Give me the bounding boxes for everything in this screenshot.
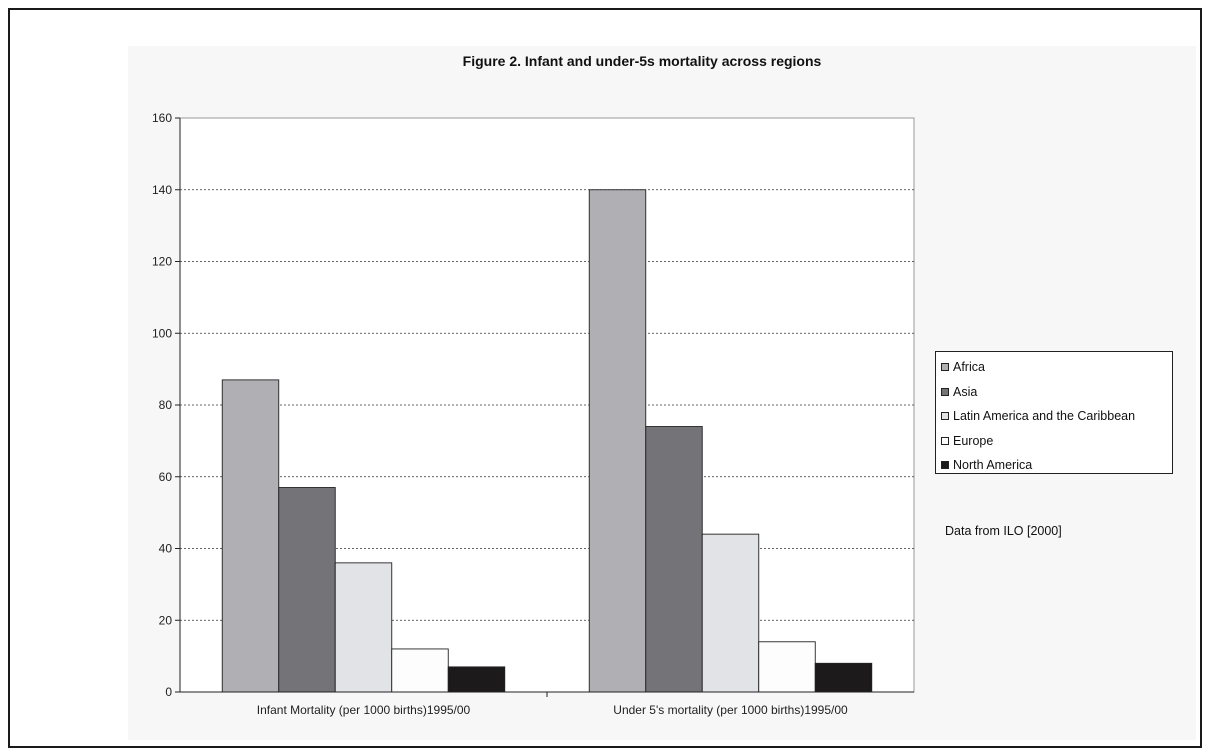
bar-asia-0 bbox=[278, 487, 336, 693]
legend-swatch bbox=[941, 461, 949, 470]
legend-swatch bbox=[941, 387, 949, 396]
bar-europe-1 bbox=[758, 641, 816, 693]
y-tick-label: 60 bbox=[159, 470, 173, 484]
legend-item: Asia bbox=[941, 380, 1172, 405]
bar-north-america-0 bbox=[447, 666, 506, 693]
chart-title: Figure 2. Infant and under-5s mortality … bbox=[463, 53, 822, 69]
bar-africa-0 bbox=[221, 379, 280, 693]
legend-swatch bbox=[941, 363, 949, 372]
x-category-label: Infant Mortality (per 1000 births)1995/0… bbox=[257, 703, 471, 717]
source-note: Data from ILO [2000] bbox=[945, 524, 1062, 538]
legend-label: Africa bbox=[953, 360, 985, 375]
y-tick-label: 80 bbox=[159, 398, 173, 412]
legend-swatch bbox=[941, 436, 949, 445]
y-tick-label: 120 bbox=[152, 255, 172, 269]
axes bbox=[175, 117, 914, 697]
y-tick-label: 40 bbox=[159, 542, 173, 556]
bar-africa-1 bbox=[588, 189, 647, 693]
legend-item: Latin America and the Caribbean bbox=[941, 404, 1172, 429]
legend-label: Asia bbox=[953, 384, 978, 399]
bar-latin-america-and-the-caribbean-0 bbox=[334, 562, 393, 693]
y-tick-label: 100 bbox=[152, 326, 172, 340]
y-tick-labels: 0 20 40 60 80 100 120 140 160 bbox=[152, 111, 172, 699]
legend-item: Africa bbox=[941, 355, 1172, 380]
y-tick-label: 140 bbox=[152, 183, 172, 197]
legend-label: Europe bbox=[953, 433, 994, 448]
bar-latin-america-and-the-caribbean-1 bbox=[701, 533, 760, 693]
x-category-labels: Infant Mortality (per 1000 births)1995/0… bbox=[257, 703, 848, 717]
legend-swatch bbox=[941, 412, 949, 421]
legend-label: North America bbox=[953, 458, 1033, 473]
legend-item: North America bbox=[941, 453, 1172, 478]
legend-item: Europe bbox=[941, 429, 1172, 454]
y-tick-label: 20 bbox=[159, 613, 173, 627]
bars bbox=[221, 189, 873, 693]
y-tick-label: 160 bbox=[152, 111, 172, 125]
bar-chart: Figure 2. Infant and under-5s mortality … bbox=[152, 53, 915, 717]
bar-north-america-1 bbox=[814, 662, 873, 693]
legend-label: Latin America and the Caribbean bbox=[953, 409, 1136, 424]
legend: Africa Asia Latin America and the Caribbea… bbox=[935, 351, 1173, 474]
figure-frame: Figure 2. Infant and under-5s mortality … bbox=[8, 8, 1202, 748]
y-tick-label: 0 bbox=[165, 685, 172, 699]
bar-asia-1 bbox=[645, 426, 703, 693]
x-category-label: Under 5's mortality (per 1000 births)199… bbox=[613, 703, 848, 717]
bar-europe-0 bbox=[391, 648, 449, 693]
